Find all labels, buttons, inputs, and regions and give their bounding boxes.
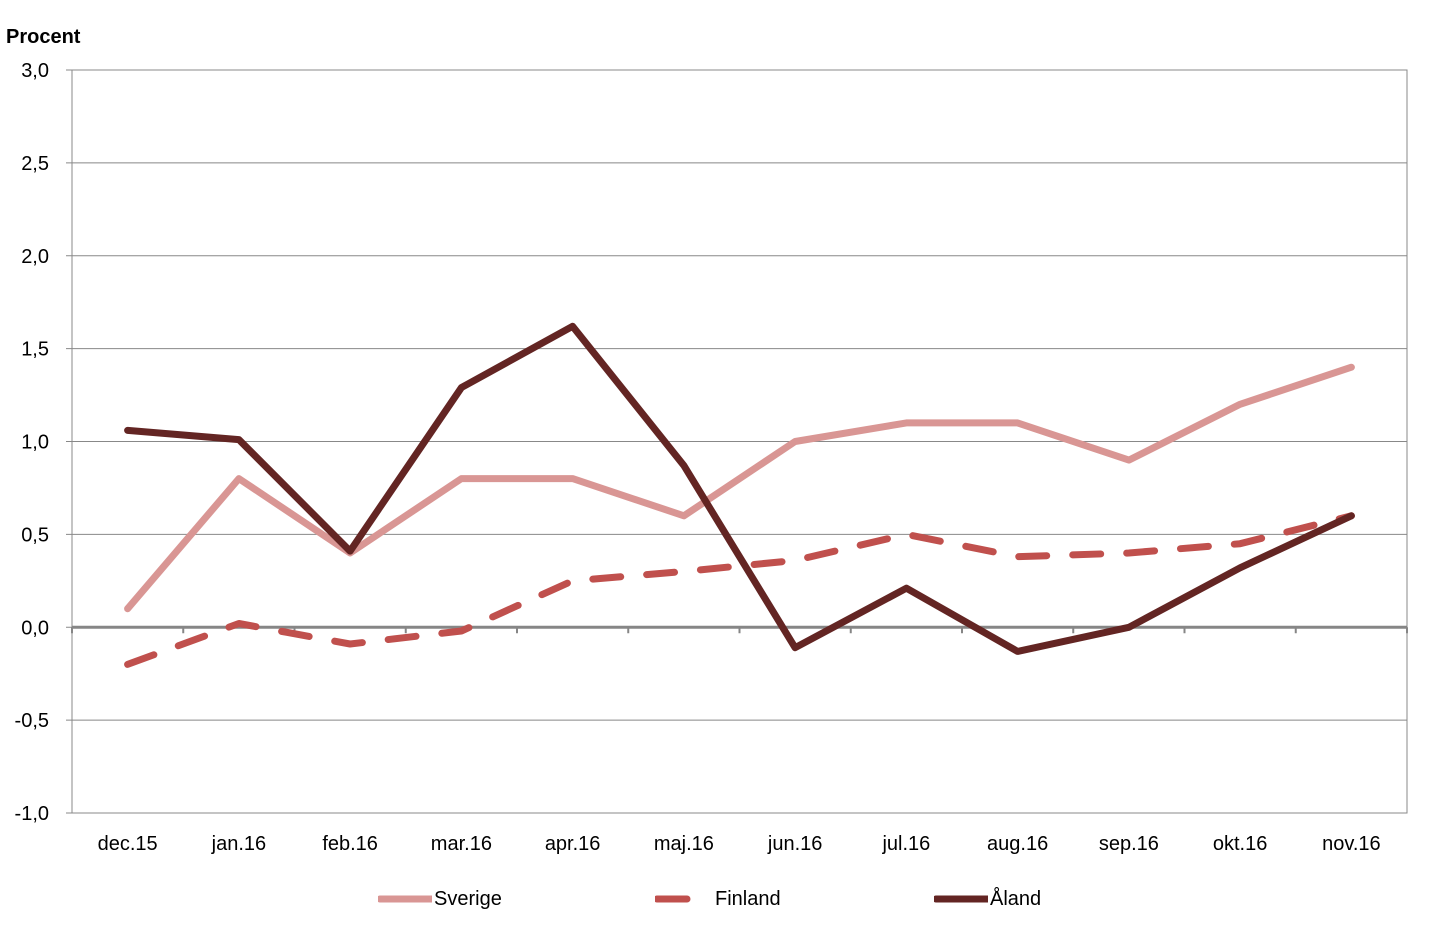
- x-tick-label: apr.16: [545, 833, 601, 855]
- x-tick-label: mar.16: [431, 833, 492, 855]
- x-tick-label: okt.16: [1213, 833, 1267, 855]
- x-tick-label: sep.16: [1099, 833, 1159, 855]
- series-line-sverige: [124, 363, 1355, 613]
- y-tick-label: -1,0: [15, 803, 49, 825]
- x-tick-label: jan.16: [211, 833, 267, 855]
- legend-label-aland: Åland: [990, 887, 1042, 910]
- x-tick-label: nov.16: [1322, 833, 1381, 855]
- x-tick-labels: dec.15 jan.16 feb.16 mar.16 apr.16 maj.16 jun.…: [98, 833, 1381, 855]
- series-lines: [124, 322, 1355, 668]
- y-tick-label: 1,0: [21, 432, 49, 454]
- x-tick-label: feb.16: [322, 833, 378, 855]
- legend-item-aland: Åland: [934, 884, 1041, 914]
- legend: Sverige Finland Åland: [0, 884, 1437, 914]
- y-tick-label: 1,5: [21, 339, 49, 361]
- legend-item-finland: Finland: [655, 884, 781, 914]
- x-tick-label: dec.15: [98, 833, 158, 855]
- x-tick-label: jul.16: [881, 833, 930, 855]
- gridlines: [66, 69, 1408, 814]
- series-line-aland: [124, 322, 1355, 655]
- y-tick-label: -0,5: [15, 710, 49, 732]
- legend-item-sverige: Sverige: [378, 884, 502, 914]
- y-tick-label: 0,5: [21, 524, 49, 546]
- y-tick-label: 2,0: [21, 246, 49, 268]
- legend-label-sverige: Sverige: [434, 887, 502, 910]
- y-tick-label: 3,0: [21, 60, 49, 82]
- x-tick-label: jun.16: [767, 833, 823, 855]
- legend-swatch-sverige: [378, 895, 432, 903]
- legend-swatch-aland: [934, 895, 988, 903]
- legend-label-finland: Finland: [715, 887, 781, 910]
- y-axis-title: Procent: [6, 26, 81, 48]
- x-tick-label: maj.16: [654, 833, 714, 855]
- y-tick-label: 2,5: [21, 153, 49, 175]
- legend-swatch-finland: [655, 895, 709, 903]
- y-tick-label: 0,0: [21, 617, 49, 639]
- series-line-finland: [124, 512, 1355, 668]
- x-tick-label: aug.16: [987, 833, 1048, 855]
- y-tick-labels: -1,0 -0,5 0,0 0,5 1,0 1,5 2,0 2,5 3,0: [15, 60, 49, 825]
